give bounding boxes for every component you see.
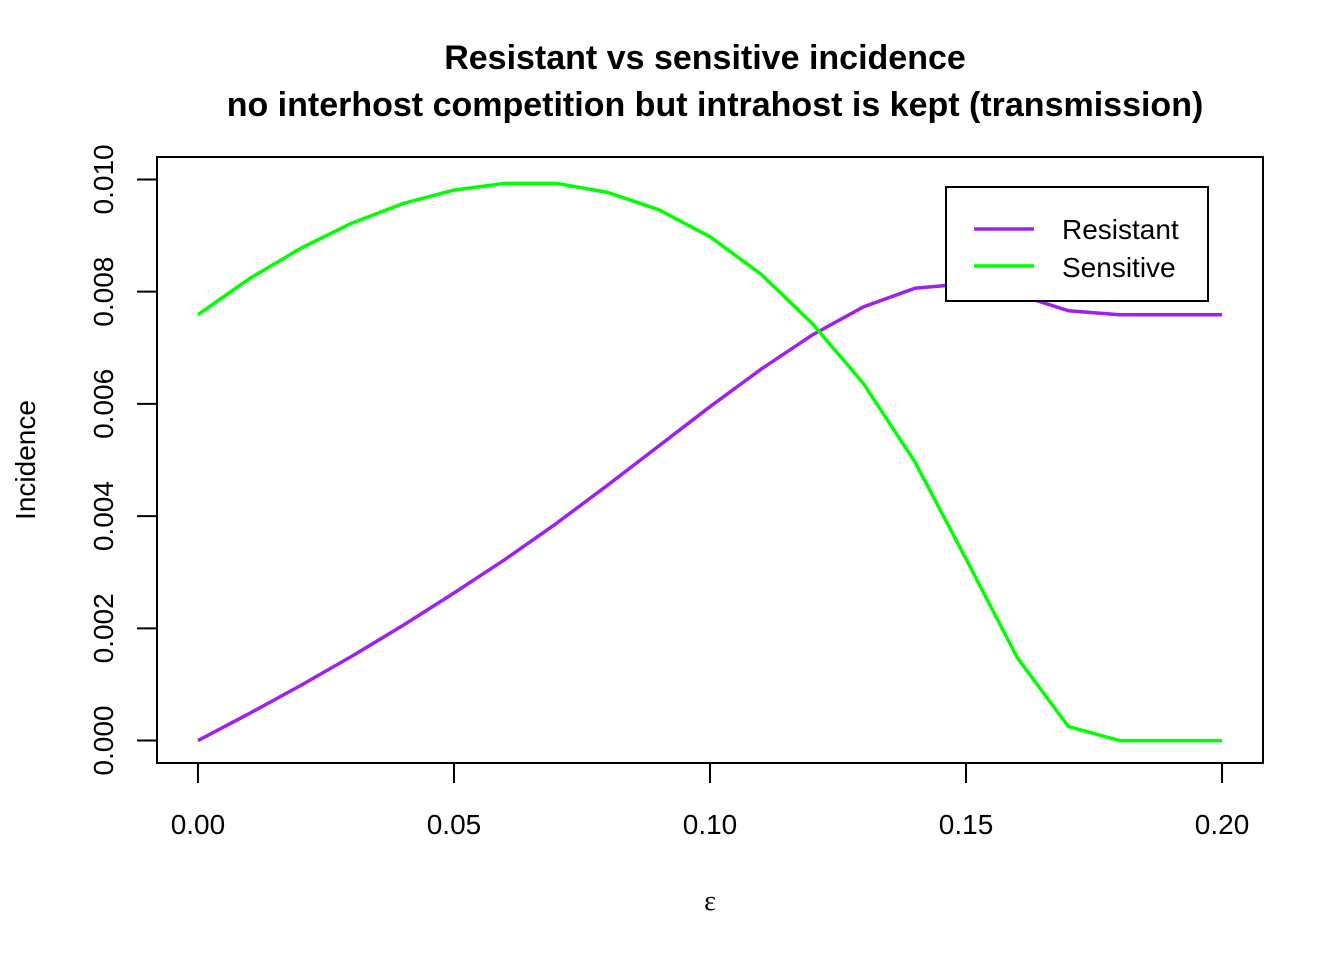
series-layer [196,181,1222,743]
x-tick-label: 0.05 [427,809,482,840]
x-tick-label: 0.10 [683,809,738,840]
y-tick-label: 0.002 [88,593,119,663]
y-tick-label: 0.008 [88,257,119,327]
legend-box [945,186,1209,302]
y-tick-label: 0.004 [88,481,119,551]
legend-label-sensitive: Sensitive [1062,252,1176,283]
legend-label-resistant: Resistant [1062,214,1179,245]
y-tick-label: 0.010 [88,144,119,214]
y-tick-label: 0.000 [88,706,119,776]
x-axis-label: ε [704,886,716,917]
chart-subtitle: no interhost competition but intrahost i… [227,86,1204,124]
series-line-resistant [197,282,1222,743]
y-axis-label: Incidence [10,400,41,520]
y-axis: 0.000 0.002 0.004 0.006 0.008 0.010 [88,144,158,776]
x-tick-label: 0.20 [1195,809,1250,840]
x-tick-label: 0.15 [939,809,994,840]
series-line-sensitive [196,181,1222,743]
chart-title: Resistant vs sensitive incidence [444,39,966,77]
x-tick-label: 0.00 [171,809,226,840]
x-axis: 0.00 0.05 0.10 0.15 0.20 [171,762,1250,840]
legend: Resistant Sensitive [945,186,1209,302]
y-tick-label: 0.006 [88,369,119,439]
